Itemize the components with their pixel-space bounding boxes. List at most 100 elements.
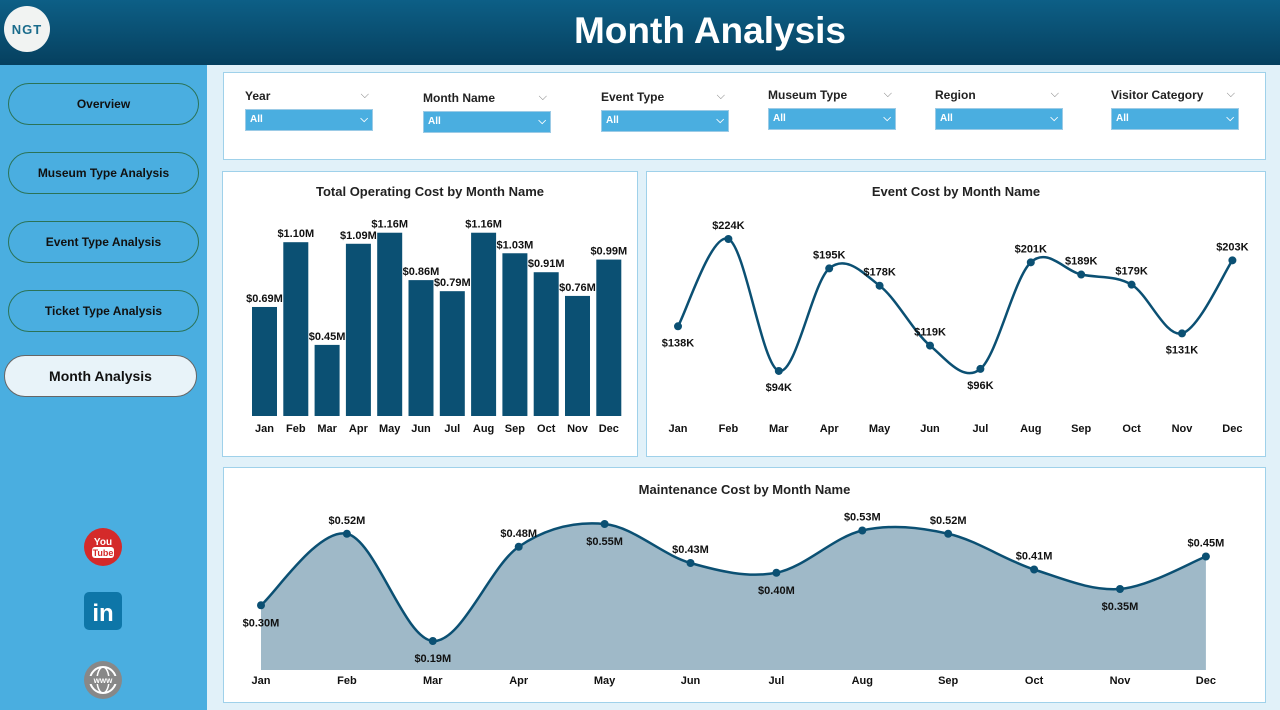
nav-ticket-type-analysis[interactable]: Ticket Type Analysis [8,290,199,332]
x-axis-tick-label: Sep [938,675,958,687]
maintenance-cost-area [261,523,1206,670]
data-label: $0.19M [414,653,451,665]
data-point [674,322,682,331]
data-label: $0.53M [844,512,881,524]
header: NGT Month Analysis [0,0,1280,65]
bar-jul [439,291,465,416]
x-axis-tick-label: May [379,423,401,435]
website-icon[interactable]: www [83,660,123,700]
dropdown-value: All [773,113,786,124]
data-point [1030,565,1039,574]
event-cost-chart-panel: Event Cost by Month Name [646,171,1266,457]
data-label: $138K [662,337,694,349]
data-point [257,601,265,610]
x-axis-tick-label: Oct [1025,675,1044,687]
nav-month-analysis[interactable]: Month Analysis [4,355,197,397]
chevron-down-icon[interactable]: ⌵ [360,89,369,101]
x-axis-tick-label: Jan [669,423,688,435]
data-label: $94K [766,382,792,394]
data-label: $189K [1065,256,1097,268]
data-label: $96K [967,380,993,392]
bar-jun [408,280,434,416]
chevron-down-icon[interactable]: ⌵ [883,88,892,100]
x-axis-tick-label: Oct [537,423,556,435]
data-label: $201K [1015,243,1047,255]
data-point [1201,552,1210,561]
month-name-dropdown[interactable]: All ⌵ [423,111,551,133]
x-axis-tick-label: Jan [252,675,271,687]
bar-data-label: $1.10M [277,228,314,240]
dropdown-value: All [250,114,263,125]
chevron-down-icon[interactable]: ⌵ [716,90,725,102]
chevron-down-icon[interactable]: ⌵ [1050,88,1059,100]
event-type-dropdown[interactable]: All ⌵ [601,110,729,132]
data-point [1127,280,1136,289]
data-label: $203K [1216,241,1248,253]
filter-month-name: Month Name ⌵ All ⌵ [423,91,551,133]
chevron-down-icon: ⌵ [538,116,546,127]
data-point [858,526,867,535]
x-axis-tick-label: Apr [820,423,840,435]
bar-oct [533,272,559,416]
x-axis-tick-label: Feb [337,675,357,687]
data-point [944,529,953,538]
sidebar: Overview Museum Type Analysis Event Type… [0,65,207,710]
svg-text:You: You [94,537,112,548]
x-axis-tick-label: Nov [567,423,589,435]
data-label: $0.48M [500,528,537,540]
data-label: $178K [863,267,895,279]
x-axis-tick-label: Aug [852,675,873,687]
bar-data-label: $1.09M [340,230,377,242]
bar-data-label: $0.91M [528,258,565,270]
x-axis-tick-label: Apr [349,423,369,435]
museum-type-dropdown[interactable]: All ⌵ [768,108,896,130]
linkedin-icon[interactable]: in [83,591,123,631]
bar-feb [283,242,309,416]
data-label: $131K [1166,344,1198,356]
x-axis-tick-label: Feb [286,423,306,435]
x-axis-tick-label: Dec [599,423,619,435]
x-axis-tick-label: Dec [1196,675,1216,687]
dropdown-value: All [940,113,953,124]
data-point [600,520,609,528]
ngt-logo: NGT [4,6,50,52]
chevron-down-icon[interactable]: ⌵ [538,91,547,103]
bar-data-label: $0.99M [590,246,627,258]
data-point [825,264,834,273]
data-point [724,235,733,243]
filter-label: Region [935,88,976,102]
nav-overview[interactable]: Overview [8,83,199,125]
x-axis-tick-label: May [594,675,616,687]
bar-data-label: $1.16M [371,219,408,231]
nav-event-type-analysis[interactable]: Event Type Analysis [8,221,199,263]
svg-text:in: in [92,600,113,627]
visitor-category-dropdown[interactable]: All ⌵ [1111,108,1239,130]
svg-text:www: www [93,676,113,685]
data-point [926,341,934,350]
data-label: $0.52M [930,515,967,527]
x-axis-tick-label: Feb [719,423,739,435]
chevron-down-icon[interactable]: ⌵ [1226,88,1235,100]
data-point [686,559,695,567]
region-dropdown[interactable]: All ⌵ [935,108,1063,130]
data-label: $0.52M [329,515,366,527]
data-point [1026,258,1035,267]
x-axis-tick-label: Jul [768,675,784,687]
x-axis-tick-label: Nov [1110,675,1132,687]
data-point [1228,256,1237,265]
x-axis-tick-label: Mar [317,423,337,435]
filter-label: Year [245,89,271,103]
filter-year: Year ⌵ All ⌵ [245,89,373,131]
dropdown-value: All [1116,113,1129,124]
nav-museum-type-analysis[interactable]: Museum Type Analysis [8,152,199,194]
bar-data-label: $0.45M [309,331,346,343]
x-axis-tick-label: Nov [1172,423,1194,435]
data-label: $119K [914,327,946,339]
x-axis-tick-label: Jun [681,675,701,687]
year-dropdown[interactable]: All ⌵ [245,109,373,131]
dropdown-value: All [428,116,441,127]
logo-text: NGT [11,21,43,37]
bar-apr [345,243,371,416]
data-point [774,366,783,375]
